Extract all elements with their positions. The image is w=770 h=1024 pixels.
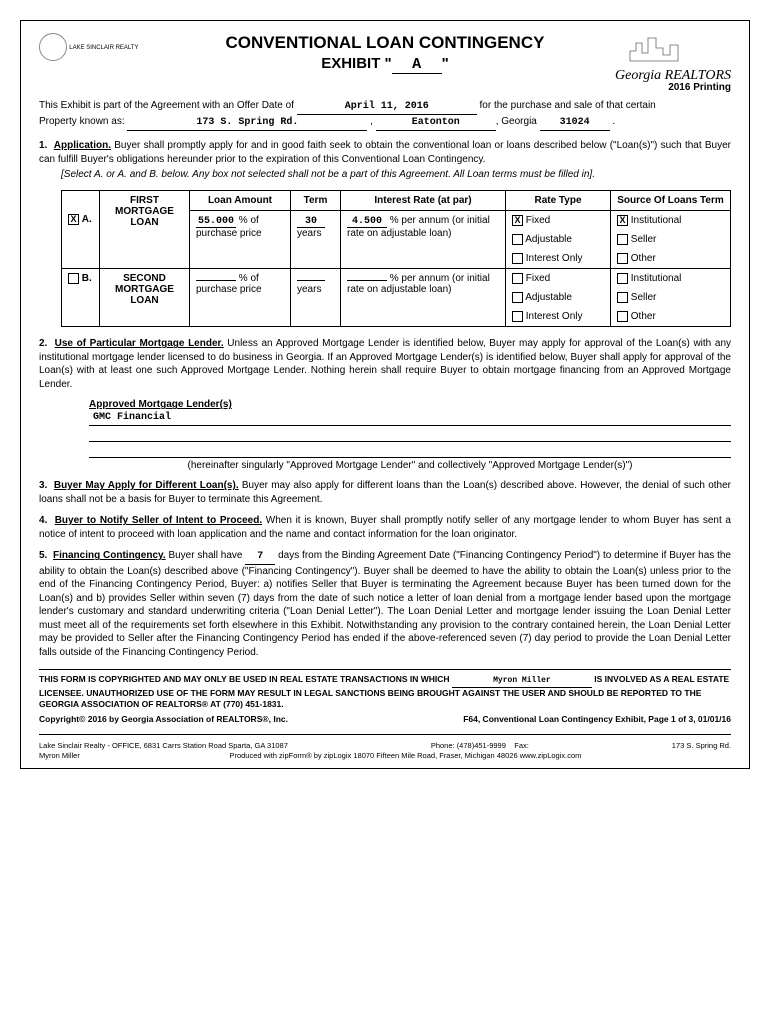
- checkbox-fixed-b[interactable]: [512, 273, 523, 284]
- logo-right: Georgia REALTORS: [615, 33, 731, 84]
- divider: [39, 669, 731, 670]
- lender-note: (hereinafter singularly "Approved Mortga…: [89, 460, 731, 471]
- select-note: [Select A. or A. and B. below. Any box n…: [61, 168, 731, 182]
- exhibit-letter: A: [392, 56, 442, 74]
- checkbox-fixed-a[interactable]: [512, 215, 523, 226]
- footer-copyright-row: Copyright© 2016 by Georgia Association o…: [39, 714, 731, 724]
- checkbox-a[interactable]: [68, 214, 79, 225]
- checkbox-inst-a[interactable]: [617, 215, 628, 226]
- lender-1: GMC Financial: [89, 412, 731, 426]
- checkbox-io-b[interactable]: [512, 311, 523, 322]
- checkbox-other-b[interactable]: [617, 311, 628, 322]
- hdr-term: Term: [290, 190, 340, 210]
- footer-legal: THIS FORM IS COPYRIGHTED AND MAY ONLY BE…: [39, 674, 731, 709]
- produced-by: Produced with zipForm® by zipLogix 18070…: [80, 751, 731, 761]
- hdr-rate-type: Rate Type: [506, 190, 611, 210]
- header: LAKE SINCLAIR REALTY Georgia REALTORS CO…: [39, 33, 731, 74]
- logo-right-text: Georgia REALTORS: [615, 68, 731, 83]
- section-1: 1. Application. Buyer shall promptly app…: [39, 139, 731, 182]
- intro: This Exhibit is part of the Agreement wi…: [39, 99, 731, 131]
- licensee: Myron Miller: [452, 676, 592, 687]
- checkbox-seller-a[interactable]: [617, 234, 628, 245]
- checkbox-other-a[interactable]: [617, 253, 628, 264]
- section-4: 4. Buyer to Notify Seller of Intent to P…: [39, 514, 731, 541]
- section-5: 5. Financing Contingency. Buyer shall ha…: [39, 549, 731, 659]
- approved-lender-label: Approved Mortgage Lender(s): [89, 399, 731, 410]
- financing-days: 7: [245, 550, 275, 565]
- hdr-source: Source Of Loans Term: [611, 190, 731, 210]
- logo-left-text: LAKE SINCLAIR REALTY: [69, 45, 138, 51]
- copyright: Copyright© 2016 by Georgia Association o…: [39, 714, 288, 724]
- offer-date: April 11, 2016: [297, 100, 477, 115]
- hdr-rate: Interest Rate (at par): [340, 190, 505, 210]
- rate-b: [347, 280, 387, 281]
- document-page: LAKE SINCLAIR REALTY Georgia REALTORS CO…: [20, 20, 750, 769]
- property-city: Eatonton: [376, 116, 496, 131]
- checkbox-adj-a[interactable]: [512, 234, 523, 245]
- footer-info: Lake Sinclair Realty - OFFICE, 6831 Carr…: [39, 741, 731, 761]
- agent: Myron Miller: [39, 751, 80, 761]
- hdr-loan-amount: Loan Amount: [190, 190, 291, 210]
- lender-3: [89, 444, 731, 458]
- footer-property: 173 S. Spring Rd.: [672, 741, 731, 751]
- office: Lake Sinclair Realty - OFFICE, 6831 Carr…: [39, 741, 288, 751]
- phone: (478)451-9999: [457, 741, 506, 750]
- form-id: F64, Conventional Loan Contingency Exhib…: [463, 714, 731, 724]
- property-zip: 31024: [540, 116, 610, 131]
- rate-a: 4.500: [347, 216, 387, 228]
- amount-b: [196, 280, 236, 281]
- term-b: [297, 280, 325, 281]
- section-3: 3. Buyer May Apply for Different Loan(s)…: [39, 479, 731, 506]
- lender-2: [89, 428, 731, 442]
- logo-left: LAKE SINCLAIR REALTY: [39, 33, 138, 61]
- row-b: B. SECONDMORTGAGELOAN % of purchase pric…: [62, 268, 731, 326]
- skyline-icon: [628, 33, 718, 68]
- term-a: 30: [297, 216, 325, 228]
- section-2: 2. Use of Particular Mortgage Lender. Un…: [39, 337, 731, 391]
- loan-table: FIRSTMORTGAGELOAN Loan Amount Term Inter…: [61, 190, 731, 328]
- checkbox-inst-b[interactable]: [617, 273, 628, 284]
- checkbox-seller-b[interactable]: [617, 292, 628, 303]
- checkbox-io-a[interactable]: [512, 253, 523, 264]
- amount-a: 55.000: [196, 216, 236, 228]
- checkbox-b[interactable]: [68, 273, 79, 284]
- checkbox-adj-b[interactable]: [512, 292, 523, 303]
- property-address: 173 S. Spring Rd.: [127, 116, 367, 131]
